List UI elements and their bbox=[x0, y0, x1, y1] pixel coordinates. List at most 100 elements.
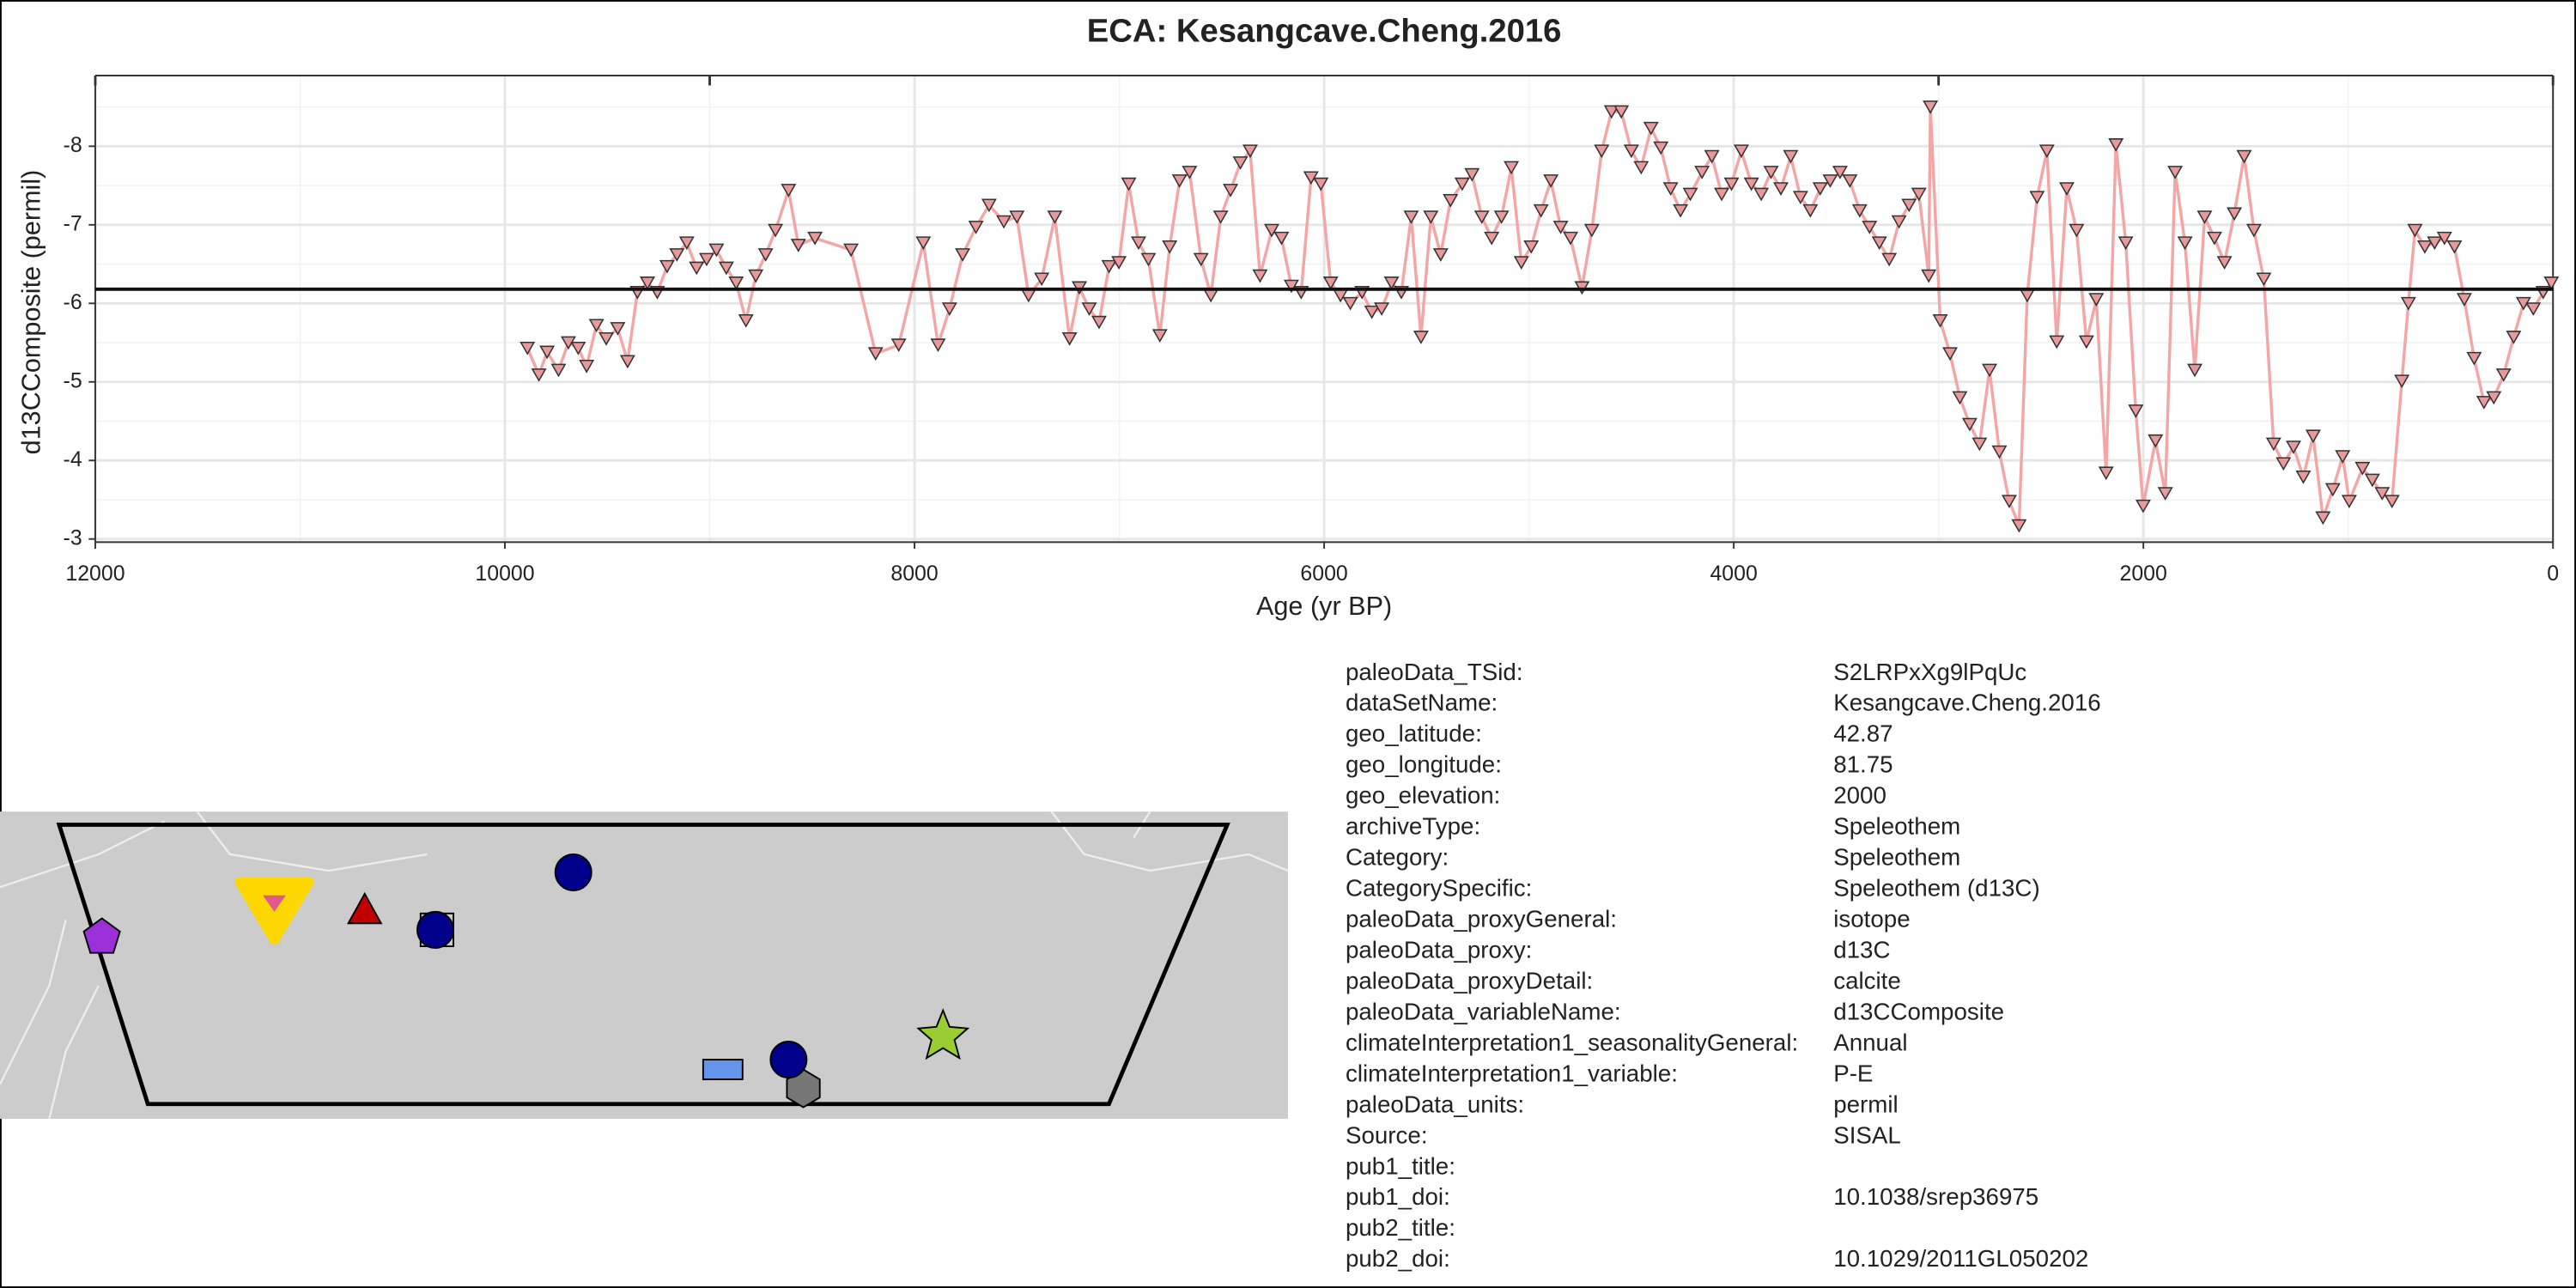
point bbox=[2187, 363, 2203, 378]
point bbox=[2157, 487, 2173, 501]
x-tick-label: 4000 bbox=[1710, 562, 1757, 586]
point bbox=[930, 338, 946, 353]
point bbox=[1603, 105, 1619, 119]
point bbox=[1061, 331, 1078, 346]
point bbox=[669, 248, 685, 262]
point bbox=[2196, 210, 2213, 224]
meta-value: P-E bbox=[1833, 1060, 1873, 1086]
meta-key: archiveType: bbox=[1346, 813, 1480, 840]
point bbox=[1009, 210, 1025, 224]
site-marker bbox=[554, 853, 592, 891]
point bbox=[1374, 302, 1390, 316]
point bbox=[1911, 187, 1927, 202]
point bbox=[2117, 236, 2134, 251]
point bbox=[1131, 236, 1146, 251]
point bbox=[1264, 223, 1280, 238]
site-marker bbox=[702, 1059, 744, 1080]
point bbox=[2275, 457, 2292, 471]
point bbox=[659, 259, 675, 274]
y-tick-label: -8 bbox=[64, 133, 82, 157]
point bbox=[2486, 391, 2502, 405]
point bbox=[2506, 331, 2522, 344]
y-tick-label: -6 bbox=[64, 290, 82, 314]
meta-key: geo_longitude: bbox=[1346, 751, 1502, 778]
point bbox=[2001, 495, 2017, 509]
point bbox=[531, 368, 547, 382]
point bbox=[1822, 174, 1838, 188]
point bbox=[1111, 256, 1127, 270]
point bbox=[1047, 210, 1063, 224]
site-marker bbox=[786, 1068, 821, 1109]
point bbox=[640, 276, 655, 290]
meta-key: paleoData_variableName: bbox=[1346, 998, 1621, 1024]
point bbox=[1432, 248, 1449, 262]
point bbox=[1322, 276, 1339, 290]
meta-key: climateInterpretation1_seasonalityGenera… bbox=[1346, 1029, 1798, 1055]
point bbox=[2295, 470, 2312, 484]
point bbox=[1151, 329, 1168, 343]
point bbox=[2364, 473, 2380, 488]
y-tick-label: -7 bbox=[64, 211, 82, 235]
point bbox=[698, 252, 714, 267]
point bbox=[1504, 161, 1520, 175]
site-marker bbox=[916, 1008, 970, 1060]
point bbox=[1901, 198, 1917, 213]
point bbox=[757, 248, 774, 262]
x-tick-label: 8000 bbox=[890, 562, 938, 586]
point bbox=[1091, 315, 1107, 330]
point bbox=[1842, 174, 1858, 188]
point bbox=[2029, 191, 2045, 205]
point bbox=[2374, 487, 2391, 501]
point bbox=[2407, 223, 2423, 238]
point bbox=[1493, 210, 1510, 224]
point bbox=[2286, 440, 2301, 454]
site-marker bbox=[82, 917, 121, 954]
meta-value: Speleothem bbox=[1833, 813, 1960, 840]
x-axis-label: Age (yr BP) bbox=[1256, 592, 1392, 621]
point bbox=[2216, 256, 2233, 270]
meta-key: paleoData_TSid: bbox=[1346, 659, 1523, 685]
meta-value: permil bbox=[1833, 1091, 1899, 1117]
point bbox=[2177, 236, 2193, 251]
point bbox=[2069, 223, 2085, 238]
point bbox=[2236, 149, 2252, 164]
point bbox=[981, 198, 997, 213]
point bbox=[588, 319, 605, 333]
point bbox=[1971, 437, 1988, 452]
point bbox=[941, 302, 957, 316]
point bbox=[1594, 144, 1610, 159]
map-background bbox=[0, 811, 1288, 1119]
meta-value: d13C bbox=[1833, 936, 1890, 963]
y-tick-label: -5 bbox=[64, 368, 82, 392]
meta-key: pub1_doi: bbox=[1346, 1183, 1450, 1210]
meta-value: Annual bbox=[1833, 1029, 1907, 1055]
point bbox=[2335, 450, 2351, 464]
meta-key: pub2_title: bbox=[1346, 1214, 1455, 1241]
point bbox=[1792, 191, 1808, 205]
point bbox=[1812, 182, 1828, 196]
point bbox=[1643, 121, 1659, 136]
point bbox=[1364, 305, 1380, 319]
y-tick-label: -3 bbox=[64, 526, 82, 550]
point bbox=[610, 322, 626, 336]
point bbox=[1773, 182, 1789, 196]
meta-key: pub1_title: bbox=[1346, 1152, 1455, 1179]
point bbox=[1662, 182, 1679, 196]
point bbox=[1851, 204, 1868, 218]
point bbox=[1733, 144, 1749, 159]
point bbox=[2256, 272, 2272, 287]
point bbox=[2315, 511, 2331, 526]
meta-value: 10.1038/srep36975 bbox=[1833, 1183, 2038, 1210]
point bbox=[1543, 174, 1559, 188]
point bbox=[2400, 296, 2416, 311]
point bbox=[550, 363, 567, 378]
point bbox=[1101, 259, 1117, 274]
point bbox=[1223, 184, 1239, 197]
point bbox=[1563, 231, 1579, 246]
point bbox=[2167, 166, 2184, 179]
point bbox=[781, 184, 797, 197]
point bbox=[1871, 236, 1887, 251]
point bbox=[1182, 166, 1198, 179]
point bbox=[718, 261, 734, 276]
